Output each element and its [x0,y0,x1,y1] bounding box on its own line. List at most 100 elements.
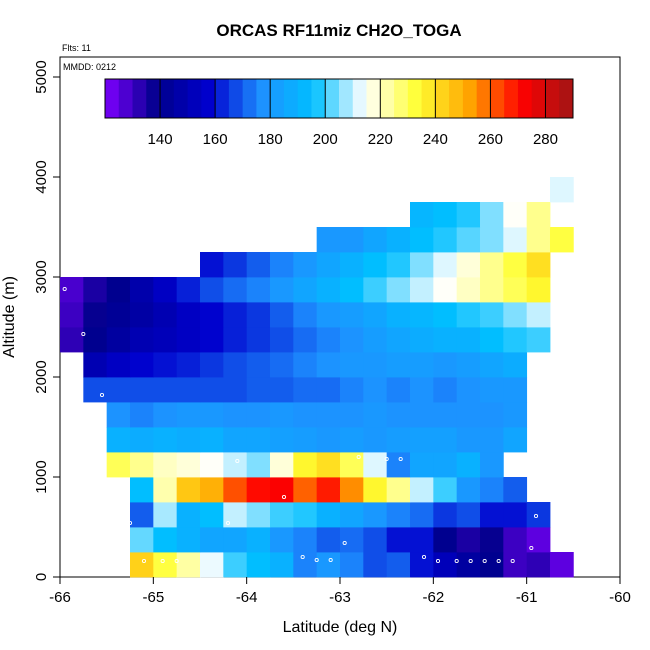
heatmap-cell [433,277,458,303]
heatmap-cell [340,377,364,403]
heatmap-cells [60,177,574,578]
x-tick-label: -60 [609,589,631,606]
colorbar-swatch [242,79,257,118]
track-point [62,286,67,292]
heatmap-cell [340,252,364,278]
heatmap-cell [270,477,294,503]
heatmap-cell [456,552,481,578]
track-point [482,558,487,564]
colorbar-swatch [449,79,464,118]
track-point [529,545,534,551]
heatmap-cell [316,452,341,478]
colorbar-swatch [283,79,299,118]
heatmap-cell [200,502,224,528]
heatmap-cell [153,477,178,503]
track-point [141,558,147,564]
colorbar-tick-label: 160 [203,131,228,148]
heatmap-cell [270,277,294,303]
heatmap-cell [340,552,364,578]
track-point [421,554,427,560]
heatmap-cell [480,327,504,353]
heatmap-cell [270,302,294,328]
x-tick-label: -62 [422,589,444,606]
heatmap-cell [106,302,131,328]
heatmap-cell [456,227,481,253]
track-point [543,450,548,456]
heatmap-cell [340,427,364,453]
colorbar-tick-label: 280 [533,131,558,148]
colorbar-swatch [160,79,175,118]
heatmap-cell [410,302,434,328]
heatmap-cell [526,552,551,578]
heatmap-cell [83,377,108,403]
colorbar-swatch [462,79,478,118]
colorbar-swatch [118,79,134,118]
y-tick-label: 0 [33,573,50,581]
heatmap-cell [410,477,434,503]
heatmap-cell [223,377,248,403]
heatmap-cell [200,452,224,478]
x-tick-label: -66 [49,589,71,606]
track-point [81,331,86,337]
heatmap-cell [130,477,154,503]
track-point [160,558,165,564]
y-axis: 0 1000 2000 3000 4000 5000 [33,60,60,581]
heatmap-cell [270,552,294,578]
heatmap-cell [410,427,434,453]
heatmap-cell [340,477,364,503]
track-point [435,558,441,564]
heatmap-cell [130,377,154,403]
heatmap-cell [223,352,248,378]
heatmap-cell [106,327,131,353]
heatmap-cell [340,327,364,353]
heatmap-cell [293,452,318,478]
heatmap-cell [246,352,271,378]
heatmap-cell [363,452,388,478]
colorbar-swatch [297,79,312,118]
heatmap-cell [433,327,458,353]
y-tick-label: 3000 [33,260,50,293]
heatmap-cell [316,477,341,503]
colorbar-tick-label: 220 [368,131,393,148]
flights-note: Flts: 11 [62,43,91,53]
heatmap-cell [106,277,131,303]
colorbar-swatch [490,79,505,118]
colorbar-swatch [559,79,574,118]
track-point [225,520,231,526]
heatmap-cell [433,402,458,428]
heatmap-cell [246,552,271,578]
colorbar-swatch [256,79,271,118]
colorbar-tick-label: 200 [313,131,338,148]
heatmap-cell [456,277,481,303]
heatmap-cell [246,277,271,303]
heatmap-cell [223,402,248,428]
x-tick-label: -64 [236,589,258,606]
heatmap-cell [106,402,131,428]
heatmap-cell [293,277,318,303]
heatmap-cell [153,352,178,378]
heatmap-cell [480,527,504,553]
heatmap-cell [270,502,294,528]
colorbar-swatch [105,79,120,118]
heatmap-cell [433,452,458,478]
heatmap-cell [293,352,318,378]
track-point [328,557,333,563]
heatmap-cell [200,402,224,428]
track-point [496,558,501,564]
heatmap-cell [270,327,294,353]
heatmap-cell [480,302,504,328]
heatmap-cell [503,277,528,303]
heatmap-cell [130,552,154,578]
colorbar-swatch [325,79,340,118]
heatmap-cell [316,352,341,378]
heatmap-cell [270,252,294,278]
track-point [454,558,459,564]
heatmap-cell [200,377,224,403]
colorbar-swatch [339,79,354,118]
heatmap-cell [223,427,248,453]
heatmap-cell [106,427,131,453]
colorbar-cells [105,79,574,118]
heatmap-cell [410,552,434,578]
heatmap-cell [316,277,341,303]
heatmap-cell [433,427,458,453]
